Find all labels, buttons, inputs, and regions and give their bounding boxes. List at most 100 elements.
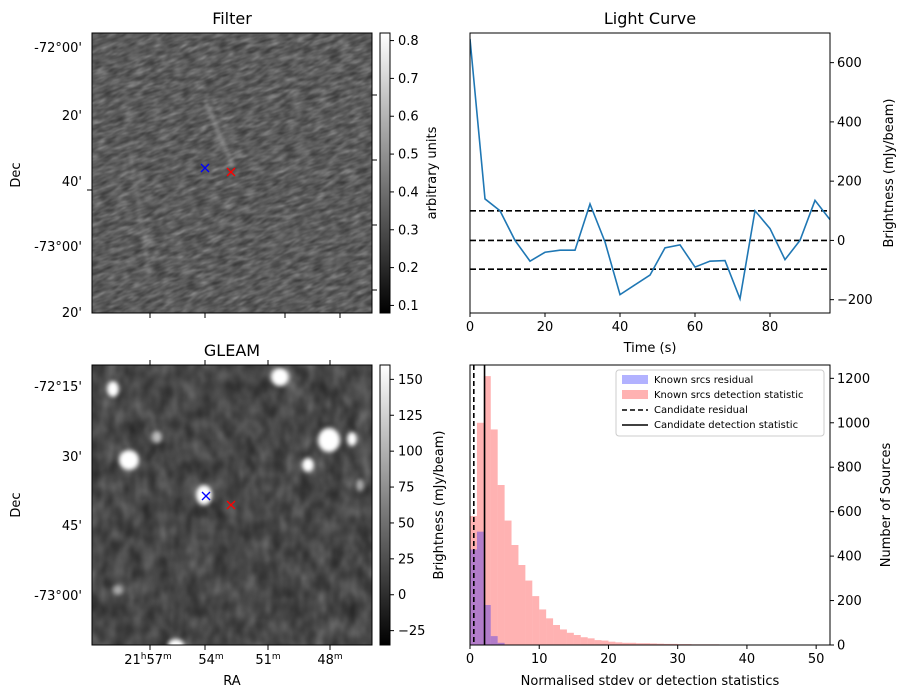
histogram-ytick-label: 1200 xyxy=(837,372,870,387)
lightcurve-ytick-label: 0 xyxy=(837,234,845,249)
gleam-colorbar-tick-label: 75 xyxy=(398,481,415,496)
gleam-title: GLEAM xyxy=(204,341,260,360)
filter-colorbar-tick-label: 0.7 xyxy=(398,72,419,87)
histogram-bar xyxy=(532,596,540,645)
histogram-bar xyxy=(497,485,505,645)
histogram-panel: 0 10 20 30 40 50 0 200 400 600 800 1000 1200 Normal… xyxy=(466,364,894,689)
histogram-xtick-label: 50 xyxy=(808,652,825,667)
histogram-bar xyxy=(629,642,637,645)
lightcurve-series-line xyxy=(470,38,830,302)
gleam-colorbar-label: Brightness (mJy/beam) xyxy=(432,431,447,580)
lightcurve-xtick-label: 40 xyxy=(612,320,629,335)
histogram-bar xyxy=(511,545,519,645)
histogram-legend: Known srcs residual Known srcs detection… xyxy=(615,369,825,437)
filter-ytick: -73°00' xyxy=(34,240,82,255)
gleam-sources xyxy=(107,368,364,645)
legend-label-detection: Known srcs detection statistic xyxy=(654,390,803,401)
gleam-ytick: -73°00' xyxy=(34,589,82,604)
gleam-colorbar-tick-label: −25 xyxy=(398,624,425,639)
filter-yticks: -72°00' 20' 40' -73°00' 20' xyxy=(34,41,82,321)
histogram-bar xyxy=(622,642,630,645)
histogram-bar xyxy=(601,640,609,645)
histogram-ytick-label: 800 xyxy=(837,461,862,476)
filter-tickmarks xyxy=(87,94,377,318)
gleam-tickmarks xyxy=(149,360,331,650)
filter-markers xyxy=(200,163,236,177)
gleam-colorbar-tick-label: 0 xyxy=(398,588,406,603)
filter-ytick: 40' xyxy=(62,175,82,190)
histogram-bar xyxy=(539,609,547,645)
filter-ytick: 20' xyxy=(62,306,82,321)
gleam-marker-blue xyxy=(201,491,211,501)
gleam-colorbar-tick-label: 125 xyxy=(398,409,423,424)
histogram-bar xyxy=(670,643,678,645)
legend-label-candidate-detection: Candidate detection statistic xyxy=(654,420,798,431)
filter-colorbar-tick-label: 0.3 xyxy=(398,223,419,238)
lightcurve-ytick-label: 600 xyxy=(837,56,862,71)
histogram-bar xyxy=(594,640,602,645)
lightcurve-title: Light Curve xyxy=(604,9,696,28)
lightcurve-ylabel: Brightness (mJy/beam) xyxy=(882,99,897,248)
histogram-xtick-label: 20 xyxy=(600,652,617,667)
filter-marker-red xyxy=(226,167,236,177)
lightcurve-xlabel: Time (s) xyxy=(623,341,677,356)
histogram-bar xyxy=(650,643,657,645)
histogram-xtick-label: 40 xyxy=(739,652,756,667)
lightcurve-ytick-label: −200 xyxy=(837,293,873,308)
legend-label-residual: Known srcs residual xyxy=(654,375,753,386)
gleam-xtick: 51m xyxy=(255,652,280,668)
histogram-ytick-label: 0 xyxy=(837,639,845,654)
gleam-marker-red xyxy=(226,500,236,510)
filter-colorbar: 0.1 0.2 0.3 0.4 0.5 0.6 0.7 0.8 arbitrary units xyxy=(379,32,440,314)
histogram-ytick-label: 600 xyxy=(837,505,862,520)
gleam-colorbar-tick-label: 25 xyxy=(398,552,415,567)
gleam-xtick: 54m xyxy=(198,652,223,668)
lightcurve-xtick-label: 80 xyxy=(762,320,779,335)
histogram-bar xyxy=(636,643,644,645)
lightcurve-ytick-label: 200 xyxy=(837,175,862,190)
gleam-markers xyxy=(201,491,236,510)
filter-colorbar-tick-label: 0.5 xyxy=(398,148,419,163)
gleam-xlabel: RA xyxy=(223,674,241,689)
histogram-bar xyxy=(476,422,484,645)
gleam-xtick: 48m xyxy=(317,652,342,668)
filter-colorbar-tick-label: 0.4 xyxy=(398,185,419,200)
gleam-xticks: 21h57m 54m 51m 48m xyxy=(124,652,342,668)
histogram-bar xyxy=(608,641,616,645)
filter-colorbar-tick-label: 0.6 xyxy=(398,110,419,125)
histogram-bar xyxy=(504,520,512,645)
gleam-colorbar: −25 0 25 50 75 100 125 150 Brightness (mJy/beam… xyxy=(379,364,447,646)
legend-swatch-residual xyxy=(622,375,648,384)
histogram-bar xyxy=(580,637,588,645)
filter-ytick: 20' xyxy=(62,109,82,124)
gleam-ytick: 30' xyxy=(62,450,82,465)
filter-title: Filter xyxy=(212,9,252,28)
histogram-bar xyxy=(615,642,623,645)
filter-colorbar-label: arbitrary units xyxy=(425,126,440,219)
histogram-xtick-label: 0 xyxy=(466,652,474,667)
lightcurve-ytick-label: 400 xyxy=(837,115,862,130)
gleam-ytick: 45' xyxy=(62,519,82,534)
histogram-bar xyxy=(546,618,554,645)
histogram-xlabel: Normalised stdev or detection statistics xyxy=(521,674,780,689)
histogram-bar xyxy=(566,632,574,645)
filter-colorbar-tick-label: 0.8 xyxy=(398,34,419,49)
histogram-bar xyxy=(483,376,491,645)
gleam-panel: GLEAM xyxy=(9,341,447,689)
filter-marker-blue xyxy=(200,163,210,173)
histogram-xtick-label: 30 xyxy=(669,652,686,667)
gleam-image xyxy=(92,365,372,645)
gleam-colorbar-tick-label: 100 xyxy=(398,445,423,460)
histogram-bar xyxy=(483,605,491,645)
histogram-bar xyxy=(663,643,671,645)
histogram-ytick-label: 200 xyxy=(837,594,862,609)
histogram-bar xyxy=(518,565,526,645)
lightcurve-xtick-label: 20 xyxy=(537,320,554,335)
histogram-bar xyxy=(573,635,581,645)
gleam-xtick: 21h57m xyxy=(124,652,172,668)
histogram-bar xyxy=(470,516,477,645)
filter-colorbar-tick-label: 0.1 xyxy=(398,299,419,314)
histogram-bar xyxy=(656,643,664,645)
lightcurve-xtick-label: 60 xyxy=(687,320,704,335)
